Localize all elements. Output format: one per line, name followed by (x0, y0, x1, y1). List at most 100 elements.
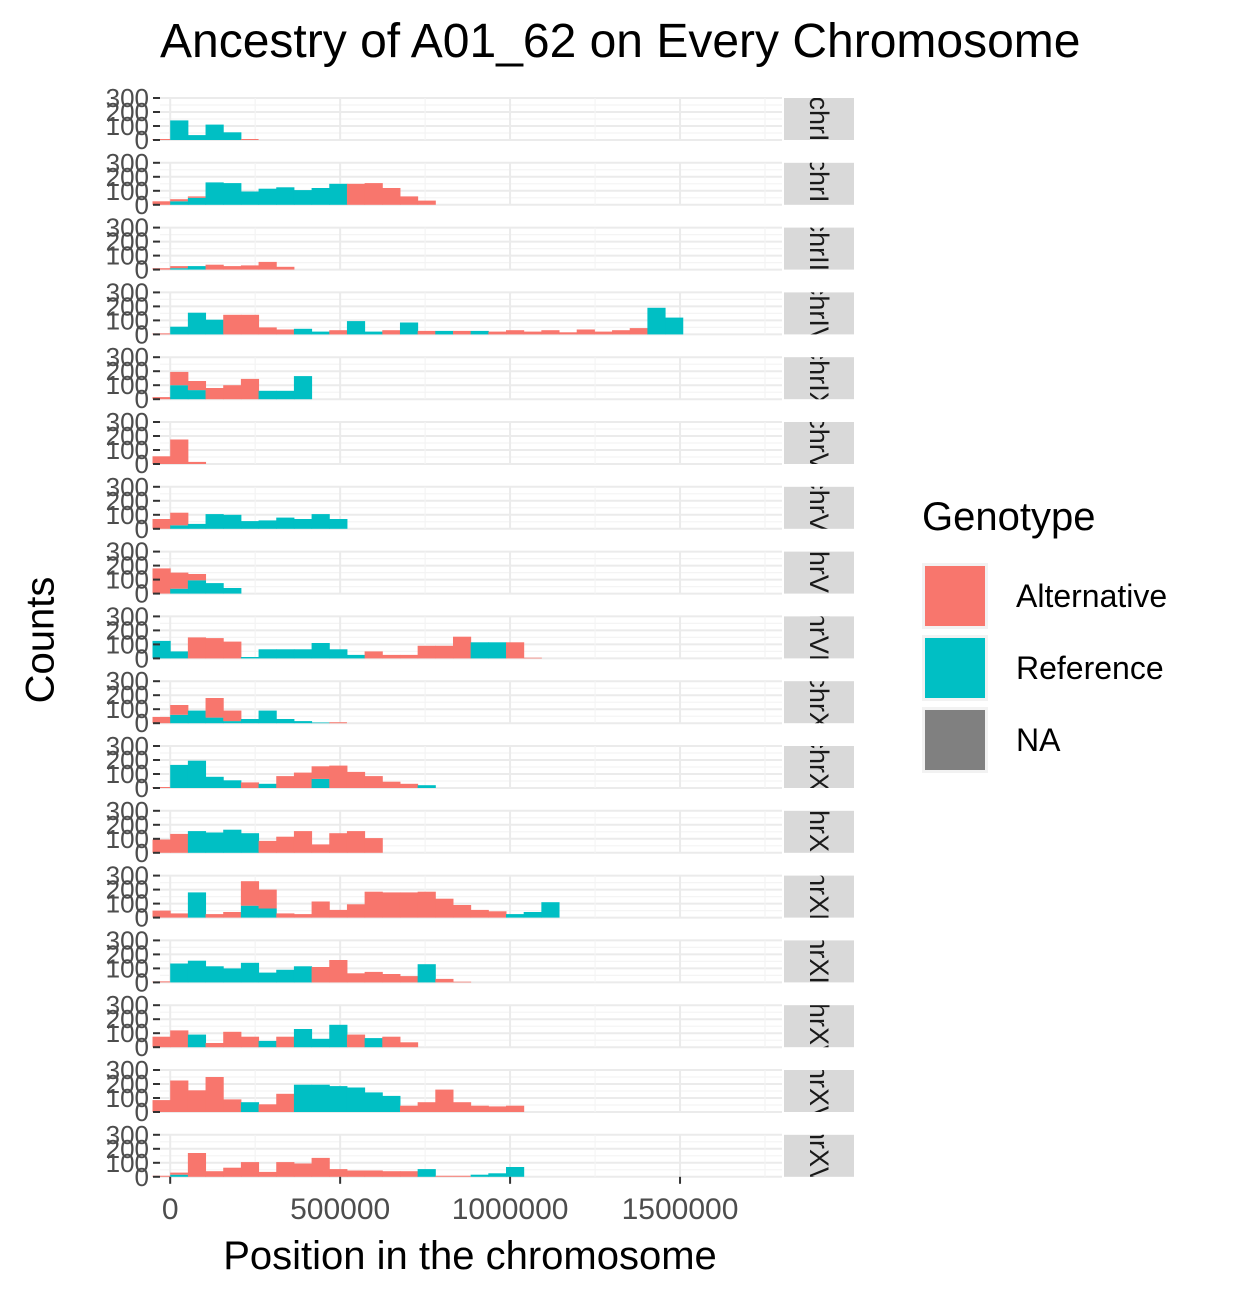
y-tick-label: 200 (106, 227, 149, 257)
bar-alternative (293, 1163, 313, 1177)
bar-alternative (382, 781, 401, 788)
facet-strip-label: chrXVI (804, 1050, 834, 1131)
legend-key-na (922, 707, 988, 773)
bar-reference (223, 968, 242, 983)
bar-reference (346, 1087, 366, 1112)
bar-reference (223, 721, 242, 724)
facet-strip (784, 1134, 854, 1177)
y-tick-label: 300 (106, 472, 149, 502)
bar-alternative (223, 710, 242, 722)
bar-alternative (576, 329, 595, 335)
x-tick-label: 1000000 (452, 1193, 569, 1226)
bar-reference (187, 390, 207, 400)
bar-alternative (329, 909, 348, 918)
facet-strip-label: chrXVII (804, 1112, 834, 1201)
y-tick-label: 0 (135, 903, 149, 933)
bar-alternative (205, 1043, 224, 1048)
bar-reference (205, 776, 224, 788)
y-tick-label: 300 (106, 148, 149, 178)
bar-alternative (187, 637, 207, 659)
bar-alternative (240, 265, 260, 270)
bar-alternative (417, 330, 436, 335)
bar-reference (346, 321, 366, 335)
bar-reference (364, 1092, 383, 1112)
bar-alternative (152, 1100, 171, 1112)
bar-alternative (170, 1030, 189, 1048)
bar-reference (187, 523, 207, 529)
bar-alternative (187, 1153, 207, 1177)
facet-strip-label: chrXII (804, 797, 834, 868)
y-tick-label: 200 (106, 551, 149, 581)
y-tick-label: 300 (106, 213, 149, 243)
bar-reference (470, 642, 489, 659)
facet-strip-label: chrX (804, 674, 834, 730)
bar-alternative (435, 898, 454, 918)
bar-alternative (435, 1089, 454, 1112)
bar-reference (276, 187, 295, 205)
bar-alternative (187, 381, 207, 391)
bar-alternative (399, 892, 419, 918)
bar-alternative (170, 1080, 189, 1112)
facet-strip (784, 746, 854, 788)
bar-alternative (364, 776, 383, 788)
y-tick-label: 300 (106, 83, 149, 113)
y-tick-label: 200 (106, 356, 149, 386)
bar-alternative (240, 1036, 260, 1048)
bar-alternative (629, 328, 648, 335)
bar-reference (223, 183, 242, 205)
bar-alternative (382, 188, 401, 205)
bar-reference (240, 657, 260, 659)
bar-alternative (276, 913, 295, 918)
bar-alternative (399, 196, 419, 205)
bar-alternative (258, 889, 277, 909)
bar-alternative (399, 1171, 419, 1177)
bar-alternative (399, 1105, 419, 1112)
bar-reference (187, 266, 207, 270)
y-tick-label: 0 (135, 1162, 149, 1192)
y-tick-label: 100 (106, 759, 149, 789)
bar-alternative (187, 196, 207, 198)
bar-alternative (152, 1036, 171, 1048)
bar-alternative (594, 331, 613, 335)
bar-reference (258, 908, 277, 918)
y-tick-label: 100 (106, 1018, 149, 1048)
y-tick-label: 0 (135, 1097, 149, 1127)
bar-reference (187, 312, 207, 335)
bar-alternative (346, 831, 366, 853)
y-tick-label: 300 (106, 666, 149, 696)
bar-alternative (417, 1102, 436, 1112)
bar-alternative (311, 967, 330, 983)
bar-reference (311, 1084, 330, 1112)
facet-strip-label: chrXI (804, 735, 834, 798)
bar-alternative (187, 461, 207, 464)
y-tick-label: 0 (135, 255, 149, 285)
bar-reference (170, 326, 189, 335)
facet-strip (784, 162, 854, 205)
bar-reference (293, 721, 313, 724)
bar-alternative (276, 1036, 295, 1048)
y-tick-label: 200 (106, 615, 149, 645)
bar-alternative (240, 1162, 260, 1177)
bar-alternative (346, 973, 366, 983)
legend: Genotype Alternative Reference NA (922, 495, 1167, 776)
bar-reference (205, 319, 224, 335)
y-tick-label: 300 (106, 342, 149, 372)
facet-strip-label: chrIV (804, 282, 834, 345)
bar-alternative (258, 327, 277, 335)
bar-reference (506, 914, 525, 918)
bar-alternative (170, 266, 189, 269)
bar-reference (205, 583, 224, 594)
bar-alternative (170, 1172, 189, 1175)
bar-alternative (258, 840, 277, 853)
bar-reference (170, 764, 189, 788)
bar-reference (170, 588, 189, 594)
y-tick-label: 300 (106, 861, 149, 891)
bar-alternative (399, 654, 419, 659)
bar-reference (258, 390, 277, 400)
y-tick-label: 300 (106, 277, 149, 307)
y-tick-label: 100 (106, 500, 149, 530)
bar-alternative (223, 1099, 242, 1112)
